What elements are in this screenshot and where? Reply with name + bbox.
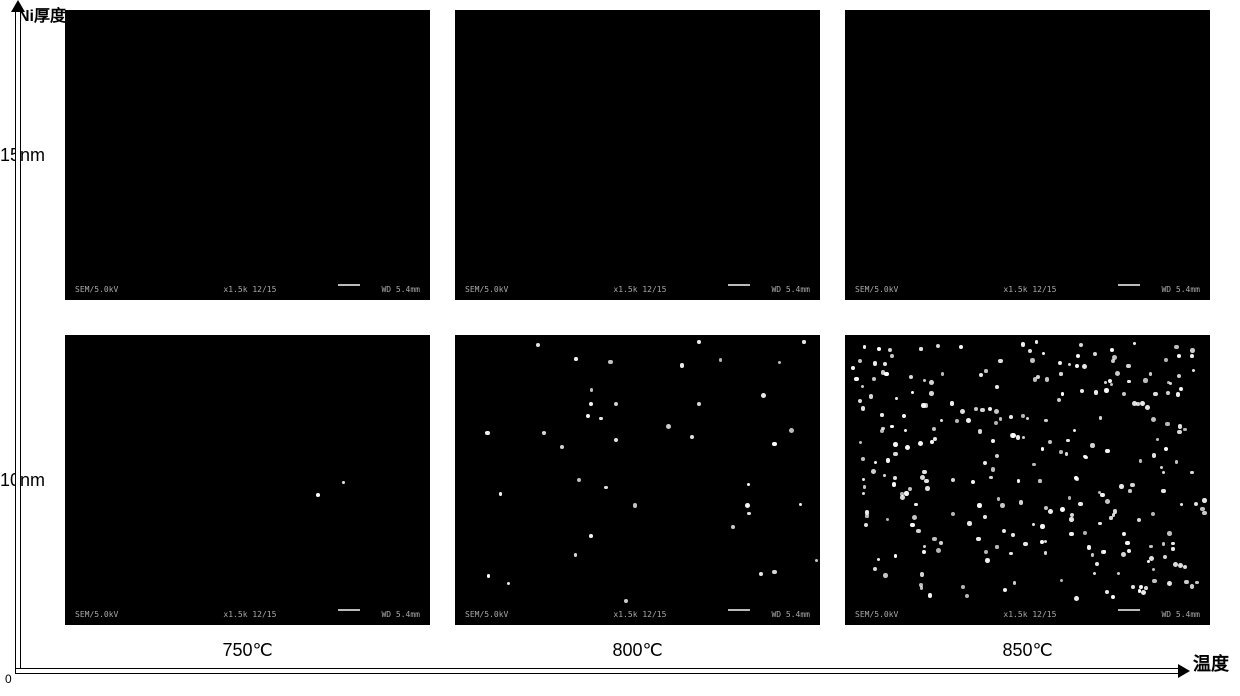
x-axis-arrow <box>1178 664 1190 678</box>
row-label: 15nm <box>0 145 45 166</box>
sem-panel: SEM/5.0kVx1.5k 12/15WD 5.4mm <box>65 10 430 300</box>
sem-panel: SEM/5.0kVx1.5k 12/15WD 5.4mm <box>845 10 1210 300</box>
x-axis-title: 温度 <box>1193 650 1229 676</box>
panel-caption: SEM/5.0kVx1.5k 12/15WD 5.4mm <box>855 610 1200 619</box>
panel-caption: SEM/5.0kVx1.5k 12/15WD 5.4mm <box>75 285 420 294</box>
col-label: 800℃ <box>613 640 663 661</box>
sem-panel: SEM/5.0kVx1.5k 12/15WD 5.4mm <box>455 10 820 300</box>
panel-caption: SEM/5.0kVx1.5k 12/15WD 5.4mm <box>855 285 1200 294</box>
scale-bar <box>728 609 750 611</box>
row-label: 10nm <box>0 470 45 491</box>
y-axis-arrow <box>11 0 25 12</box>
sem-panel: SEM/5.0kVx1.5k 12/15WD 5.4mm <box>455 335 820 625</box>
scale-bar <box>338 609 360 611</box>
scale-bar <box>1118 609 1140 611</box>
panel-caption: SEM/5.0kVx1.5k 12/15WD 5.4mm <box>75 610 420 619</box>
origin-label: 0 <box>5 672 12 686</box>
sem-panel: SEM/5.0kVx1.5k 12/15WD 5.4mm <box>845 335 1210 625</box>
panel-caption: SEM/5.0kVx1.5k 12/15WD 5.4mm <box>465 285 810 294</box>
scale-bar <box>1118 284 1140 286</box>
x-axis-line <box>15 668 1180 674</box>
scale-bar <box>338 284 360 286</box>
col-label: 750℃ <box>223 640 273 661</box>
panel-caption: SEM/5.0kVx1.5k 12/15WD 5.4mm <box>465 610 810 619</box>
col-label: 850℃ <box>1003 640 1053 661</box>
scale-bar <box>728 284 750 286</box>
sem-panel: SEM/5.0kVx1.5k 12/15WD 5.4mm <box>65 335 430 625</box>
y-axis-line <box>15 10 21 670</box>
y-axis-title: Ni厚度 <box>18 2 66 26</box>
